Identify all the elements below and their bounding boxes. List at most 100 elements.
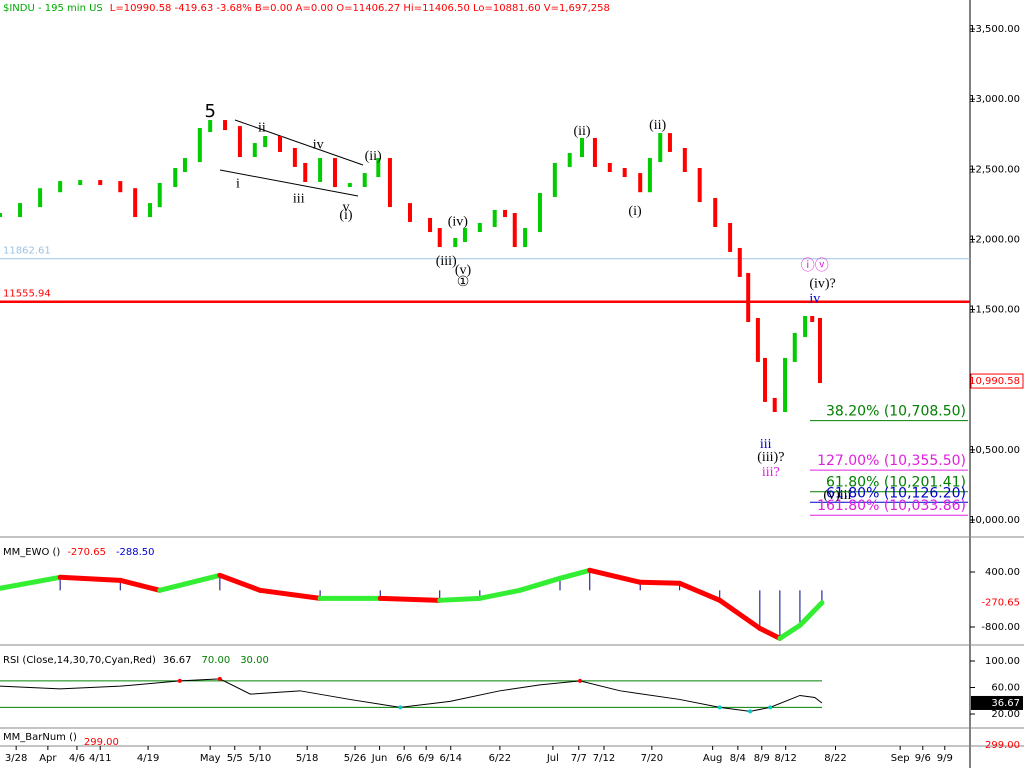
price-bar — [682, 147, 687, 173]
ewo-segment — [517, 575, 563, 593]
rsi-extreme — [177, 678, 182, 683]
rsi-extreme — [578, 678, 583, 683]
x-tick-label: 4/6 — [69, 753, 85, 764]
x-tick-label: 8/12 — [774, 753, 796, 764]
wave-label: 5 — [204, 101, 215, 122]
price-bar — [783, 357, 788, 413]
ewo-segment — [477, 587, 523, 601]
price-bar — [237, 126, 242, 158]
y-tick-label: 13,500.00 — [969, 24, 1020, 35]
ewo-segment — [437, 595, 483, 603]
wave-label: iii — [293, 191, 305, 206]
band-label: 30.00 — [240, 655, 269, 666]
price-bar — [537, 192, 542, 233]
wave-label: ① — [457, 275, 470, 290]
symbol: $INDU - 195 min US — [3, 3, 103, 14]
price-bar — [792, 332, 797, 362]
price-bar — [746, 272, 751, 322]
trendline — [234, 119, 364, 166]
x-tick-label: 9/9 — [937, 753, 953, 764]
price-bar — [697, 168, 702, 203]
x-tick-label: 7/7 — [571, 753, 587, 764]
y-tick-label: 100.00 — [985, 656, 1020, 667]
ewo-segment — [117, 577, 163, 593]
wave-label: (ii) — [649, 118, 666, 133]
x-tick-label: 8/9 — [754, 753, 770, 764]
y-tick-label: 12,000.00 — [969, 234, 1020, 245]
price-bar — [638, 173, 643, 193]
price-bar — [728, 222, 733, 252]
price-bar — [58, 181, 63, 193]
wave-label: iii — [760, 437, 772, 452]
x-tick-label: Jun — [371, 753, 388, 764]
price-bar — [713, 198, 718, 227]
rsi-extreme — [768, 705, 773, 710]
last-price-label: 10,990.58 — [969, 376, 1020, 387]
quote-header: L=10990.58 -419.63 -3.68% B=0.00 A=0.00 … — [110, 3, 610, 14]
price-bar — [428, 217, 433, 233]
price-bar — [303, 162, 308, 182]
ewo-segment — [797, 600, 825, 628]
price-bar — [512, 213, 517, 248]
price-bar — [803, 315, 808, 337]
y-tick-label: 20.00 — [991, 709, 1020, 720]
price-bar — [622, 168, 627, 178]
price-bar — [223, 120, 228, 131]
x-tick-label: 5/10 — [249, 753, 271, 764]
ewo-segment — [757, 625, 783, 641]
price-bar — [817, 317, 822, 384]
x-tick-label: 4/19 — [137, 753, 159, 764]
wave-label: (iv) — [448, 214, 469, 229]
x-tick-label: Sep — [891, 753, 910, 764]
price-bar — [667, 133, 672, 152]
price-bar — [38, 188, 43, 208]
y-tick-label: 60.00 — [991, 683, 1020, 694]
ewo-segment — [677, 580, 723, 603]
x-tick-label: 7/20 — [641, 753, 663, 764]
price-bar — [647, 158, 652, 193]
indicator-name: RSI (Close,14,30,70,Cyan,Red) — [3, 655, 156, 666]
price-bar — [18, 203, 23, 218]
price-bar — [173, 168, 178, 188]
x-tick-label: 3/28 — [5, 753, 27, 764]
rsi-extreme — [717, 705, 722, 710]
fib-label: 38.20% (10,708.50) — [826, 404, 966, 420]
ewo-segment — [777, 622, 803, 641]
price-bar — [437, 228, 442, 248]
ewo-segment — [587, 567, 643, 585]
fib-label: 61.80% (10,201.41) — [826, 475, 966, 491]
price-bar — [0, 213, 2, 218]
ewo-segment — [217, 572, 263, 593]
fib-label: 127.00% (10,355.50) — [817, 453, 966, 469]
x-tick-label: 5/18 — [296, 753, 318, 764]
rsi-line — [0, 678, 823, 712]
price-bar — [810, 315, 815, 322]
wave-label: ii — [258, 120, 266, 135]
wave-label: (v) — [455, 263, 472, 278]
price-bar — [376, 158, 381, 178]
x-tick-label: 7/12 — [593, 753, 615, 764]
price-bar — [252, 143, 257, 158]
x-tick-label: 4/11 — [89, 753, 111, 764]
price-bar — [387, 158, 392, 208]
price-bar — [157, 183, 162, 208]
x-tick-label: 9/6 — [915, 753, 931, 764]
readout-axis-label: 36.67 — [991, 698, 1020, 709]
price-bar — [98, 180, 103, 186]
x-tick-label: May — [200, 753, 221, 764]
readout-axis-label: -270.65 — [981, 598, 1020, 609]
wave-label: (iii)? — [757, 450, 784, 465]
wave-label: iv — [313, 137, 324, 152]
rsi-extreme — [398, 705, 403, 710]
ewo-segment — [557, 567, 593, 581]
x-tick-label: 6/6 — [396, 753, 412, 764]
price-bar — [755, 317, 760, 362]
price-bar — [592, 137, 597, 167]
trendline — [219, 169, 359, 197]
wave-label: (i) — [339, 208, 353, 223]
price-bar — [182, 158, 187, 173]
ewo-segment — [377, 595, 443, 603]
ewo-segment — [157, 572, 223, 593]
readout-box — [971, 595, 1023, 610]
